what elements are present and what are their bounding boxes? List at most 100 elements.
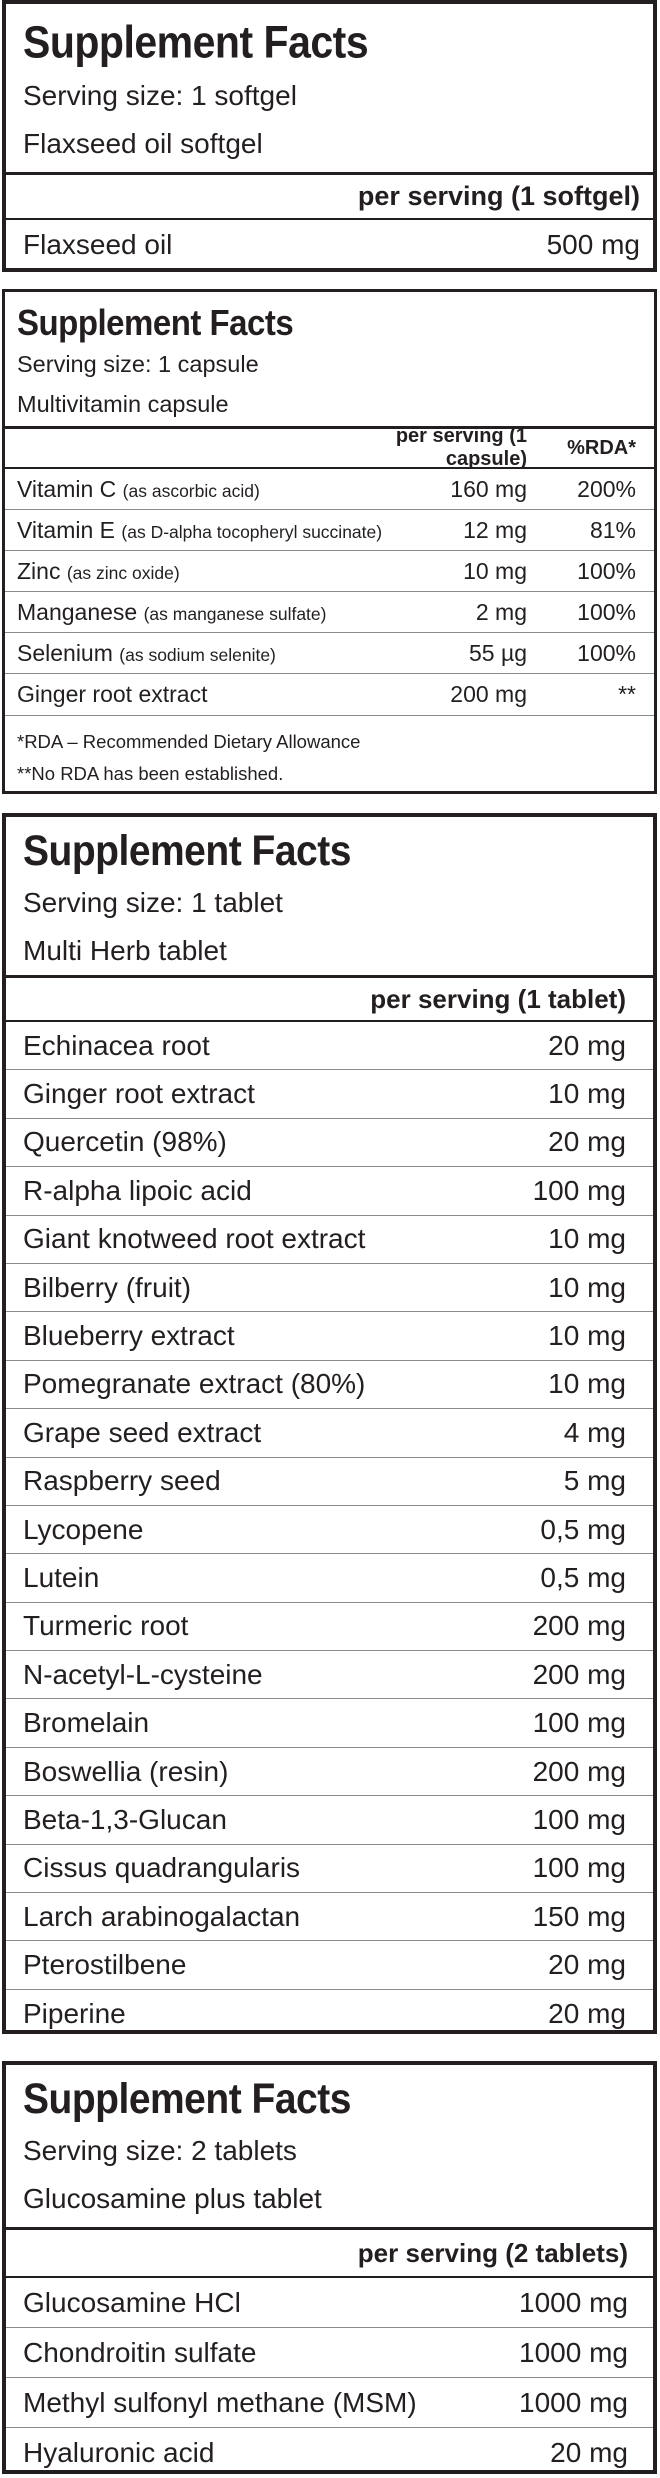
ingredient-name: Raspberry seed <box>23 1465 221 1497</box>
ingredient-name: Flaxseed oil <box>23 229 173 260</box>
ingredient-row: Echinacea root 20 mg <box>6 1022 653 1071</box>
ingredient-row: Pterostilbene 20 mg <box>6 1941 653 1990</box>
ingredient-name-cell: Vitamin E (as D-alpha tocopheryl succina… <box>17 517 427 544</box>
ingredient-amount: 20 mg <box>548 1949 626 1981</box>
supplement-facts-panel: Supplement Facts Serving size: 2 tablets G… <box>2 2061 657 2474</box>
ingredient-name: Beta-1,3-Glucan <box>23 1803 227 1835</box>
ingredient-source: (as ascorbic acid) <box>122 480 260 501</box>
ingredient-amount: 200 mg <box>532 1755 626 1787</box>
column-header: per serving (1 softgel) <box>6 175 653 220</box>
ingredient-name: Pomegranate extract (80%) <box>23 1368 366 1400</box>
ingredient-name: Zinc <box>17 557 61 584</box>
ingredient-name: Vitamin C <box>17 475 117 502</box>
ingredient-row: Blueberry extract 10 mg <box>6 1312 653 1361</box>
ingredient-name-cell: N-acetyl-L-cysteine <box>23 1659 533 1691</box>
per-serving-header: per serving (1 softgel) <box>357 181 640 211</box>
ingredient-amount: 200 mg <box>532 1610 626 1642</box>
ingredient-row: Vitamin C (as ascorbic acid) 160 mg 200% <box>5 469 654 510</box>
serving-size: Serving size: 1 tablet <box>23 887 283 918</box>
serving-size: Serving size: 2 tablets <box>23 2135 297 2166</box>
ingredient-list: Echinacea root 20 mg Ginger root extract 10… <box>6 1022 653 2038</box>
ingredient-row: Quercetin (98%) 20 mg <box>6 1119 653 1168</box>
ingredient-name-cell: Ginger root extract <box>23 1078 548 1110</box>
ingredient-name: Selenium <box>17 639 113 666</box>
supplement-facts-panel: Supplement Facts Serving size: 1 tablet Mu… <box>2 813 657 2034</box>
ingredient-amount: 10 mg <box>548 1271 626 1303</box>
ingredient-name-cell: Grape seed extract <box>23 1417 564 1449</box>
ingredient-row: Piperine 20 mg <box>6 1990 653 2038</box>
ingredient-row: Ginger root extract 10 mg <box>6 1070 653 1119</box>
ingredient-name: Hyaluronic acid <box>23 2437 215 2468</box>
ingredient-row: Vitamin E (as D-alpha tocopheryl succina… <box>5 510 654 551</box>
ingredient-name-cell: Piperine <box>23 1998 548 2030</box>
ingredient-row: Flaxseed oil 500 mg <box>6 220 653 270</box>
ingredient-amount: 100 mg <box>532 1707 626 1739</box>
ingredient-list: Vitamin C (as ascorbic acid) 160 mg 200% Vi… <box>5 469 654 716</box>
ingredient-amount: 20 mg <box>548 1029 626 1061</box>
ingredient-row: Manganese (as manganese sulfate) 2 mg 100% <box>5 592 654 633</box>
ingredient-rda: 81% <box>589 516 636 543</box>
footnotes: *RDA – Recommended Dietary Allowance **No… <box>5 716 654 790</box>
ingredient-amount: 10 mg <box>548 1223 626 1255</box>
ingredient-name: Boswellia (resin) <box>23 1755 229 1787</box>
ingredient-amount: 10 mg <box>548 1320 626 1352</box>
ingredient-name-cell: Larch arabinogalactan <box>23 1901 533 1933</box>
ingredient-name-cell: Boswellia (resin) <box>23 1756 533 1788</box>
serving-size: Serving size: 1 softgel <box>23 80 297 111</box>
ingredient-row: Methyl sulfonyl methane (MSM) 1000 mg <box>6 2378 653 2428</box>
ingredient-amount: 150 mg <box>532 1900 626 1932</box>
ingredient-row: Giant knotweed root extract 10 mg <box>6 1216 653 1264</box>
ingredient-name: Methyl sulfonyl methane (MSM) <box>23 2386 417 2418</box>
ingredient-row: Larch arabinogalactan 150 mg <box>6 1893 653 1942</box>
ingredient-name-cell: Ginger root extract <box>17 681 427 708</box>
ingredient-rda: 100% <box>577 557 636 584</box>
ingredient-name-cell: Chondroitin sulfate <box>23 2337 519 2369</box>
ingredient-name-cell: Lutein <box>23 1562 540 1594</box>
ingredient-name: Cissus quadrangularis <box>23 1852 301 1884</box>
ingredient-name: Lycopene <box>23 1513 144 1545</box>
ingredient-name-cell: Quercetin (98%) <box>23 1126 548 1158</box>
per-serving-header: per serving (1 tablet) <box>370 983 626 1014</box>
ingredient-row: N-acetyl-L-cysteine 200 mg <box>6 1651 653 1700</box>
ingredient-rda: 200% <box>577 475 636 502</box>
ingredient-name-cell: Bromelain <box>23 1707 533 1739</box>
ingredient-name-cell: Zinc (as zinc oxide) <box>17 558 427 585</box>
ingredient-row: Pomegranate extract (80%) 10 mg <box>6 1361 653 1410</box>
product-name: Flaxseed oil softgel <box>23 128 263 159</box>
panel-title: Supplement Facts <box>23 2075 351 2124</box>
ingredient-name-cell: Bilberry (fruit) <box>23 1272 548 1304</box>
ingredient-name-cell: Cissus quadrangularis <box>23 1852 533 1884</box>
ingredient-name-cell: Beta-1,3-Glucan <box>23 1804 533 1836</box>
ingredient-amount: 100 mg <box>532 1803 626 1835</box>
ingredient-name: Bilberry (fruit) <box>23 1271 192 1303</box>
ingredient-name: Echinacea root <box>23 1029 210 1061</box>
ingredient-row: Zinc (as zinc oxide) 10 mg 100% <box>5 551 654 592</box>
ingredient-name: Piperine <box>23 1998 126 2029</box>
supplement-facts-panel: Supplement Facts Serving size: 1 softgel F… <box>2 0 657 272</box>
panel-header: Supplement Facts Serving size: 2 tablets G… <box>6 2065 653 2230</box>
ingredient-row: Beta-1,3-Glucan 100 mg <box>6 1796 653 1845</box>
panel-header: Supplement Facts Serving size: 1 tablet Mu… <box>6 817 653 978</box>
per-serving-header: per serving (1 capsule) <box>395 425 527 470</box>
ingredient-name-cell: Raspberry seed <box>23 1465 564 1497</box>
ingredient-amount: 20 mg <box>548 1998 626 2029</box>
ingredient-name: Larch arabinogalactan <box>23 1900 301 1932</box>
ingredient-list: Flaxseed oil 500 mg <box>6 220 653 270</box>
ingredient-amount: 20 mg <box>550 2437 628 2468</box>
ingredient-row: Ginger root extract 200 mg ** <box>5 674 654 715</box>
rda-header: %RDA* <box>567 436 636 459</box>
ingredient-name-cell: Manganese (as manganese sulfate) <box>17 599 427 626</box>
ingredient-row: Bromelain 100 mg <box>6 1699 653 1748</box>
ingredient-name-cell: Pterostilbene <box>23 1949 548 1981</box>
ingredient-amount: 55 µg <box>468 639 527 666</box>
ingredient-amount: 10 mg <box>548 1078 626 1110</box>
ingredient-source: (as D-alpha tocopheryl succinate) <box>121 521 383 542</box>
ingredient-name: Lutein <box>23 1561 100 1593</box>
supplement-facts-panel: Supplement Facts Serving size: 1 capsule M… <box>2 289 657 794</box>
ingredient-row: Chondroitin sulfate 1000 mg <box>6 2328 653 2378</box>
ingredient-name-cell: Echinacea root <box>23 1030 548 1062</box>
panel-title: Supplement Facts <box>17 302 294 343</box>
ingredient-name-cell: Selenium (as sodium selenite) <box>17 640 427 667</box>
product-name: Multivitamin capsule <box>17 391 229 417</box>
ingredient-row: Grape seed extract 4 mg <box>6 1409 653 1458</box>
